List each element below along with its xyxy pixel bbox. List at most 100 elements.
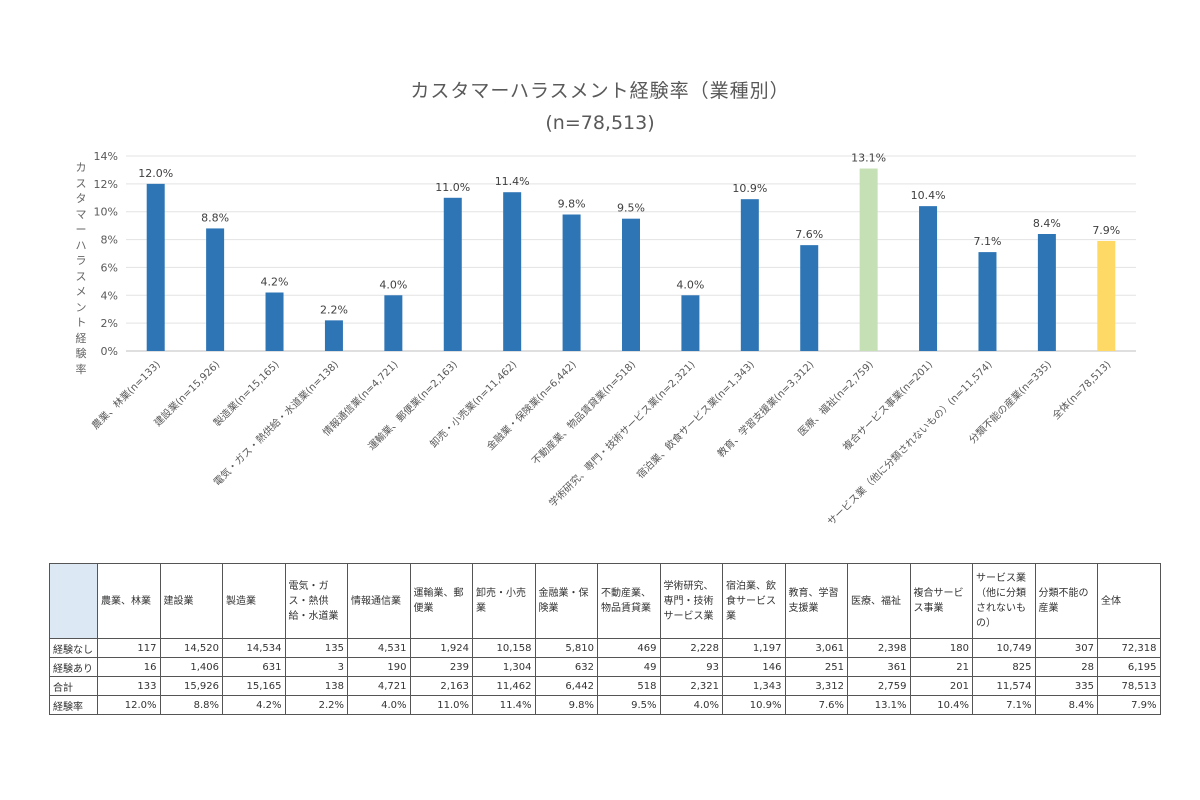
table-cell: 9.8% [534,695,598,715]
table-column-header: 宿泊業、飲食サービス業 [722,563,786,639]
table-cell: 201 [909,676,973,696]
table-cell: 335 [1034,676,1098,696]
table-cell: 469 [597,638,661,658]
table-cell: 4.0% [659,695,723,715]
table-column-header: 運輸業、郵便業 [409,563,473,639]
x-tick-label: 教育、学習支援業(n=3,312) [714,358,816,460]
data-label: 12.0% [138,167,173,180]
table-column-header: 不動産業、物品賃貸業 [597,563,661,639]
table-column-header: 電気・ガス・熱供給・水道業 [284,563,348,639]
bar-chart: 0%2%4%6%8%10%12%14%12.0%農業、林業(n=133)8.8%… [89,150,1136,528]
x-tick-label: 建設業(n=15,926) [151,358,222,429]
data-label: 11.4% [495,175,530,188]
data-label: 7.9% [1092,224,1120,237]
table-cell: 825 [972,657,1036,677]
y-axis-label: カスタマーハラスメント経験率 [75,161,87,376]
bar [324,320,343,351]
table-cell: 3,312 [784,676,848,696]
table-cell: 10,749 [972,638,1036,658]
table-cell: 2,398 [847,638,911,658]
y-tick-label: 10% [94,206,118,219]
table-cell: 3 [284,657,348,677]
table-cell: 7.6% [784,695,848,715]
table-cell: 239 [409,657,473,677]
bar [859,168,878,351]
data-label: 4.0% [676,278,704,291]
bar [206,228,225,351]
data-label: 10.4% [911,189,946,202]
table-cell: 11,574 [972,676,1036,696]
table-cell: 146 [722,657,786,677]
table-row-label: 経験あり [49,657,98,677]
table-cell: 361 [847,657,911,677]
table-column-header: 複合サービス事業 [909,563,973,639]
table-cell: 72,318 [1097,638,1161,658]
x-tick-label: 全体(n=78,513) [1049,358,1113,422]
table-cell: 10.9% [722,695,786,715]
table-cell: 12.0% [97,695,161,715]
table-header-row: 農業、林業 建設業 製造業 電気・ガス・熱供給・水道業 情報通信業 運輸業、郵便業 卸売・小… [49,563,1161,639]
table-cell: 307 [1034,638,1098,658]
table-row: 経験なし 117 14,520 14,534 135 4,531 1,924 10,158 5,… [49,638,1161,658]
table-cell: 8.8% [159,695,223,715]
table-column-header: 医療、福祉 [847,563,911,639]
bar [146,183,165,351]
table-row-label: 合計 [49,676,98,696]
table-cell: 21 [909,657,973,677]
x-tick-label: 製造業(n=15,165) [211,358,282,429]
x-tick-label: 宿泊業、飲食サービス業(n=1,343) [634,358,757,481]
table-cell: 2,163 [409,676,473,696]
table-column-header: 卸売・小売業 [472,563,536,639]
table-column-header: サービス業（他に分類されないもの） [972,563,1036,639]
y-tick-label: 2% [101,317,118,330]
table-cell: 11.0% [409,695,473,715]
bar [919,206,938,351]
table-column-header: 建設業 [159,563,223,639]
y-tick-label: 8% [101,234,118,247]
table-cell: 133 [97,676,161,696]
y-tick-label: 14% [94,150,118,163]
table-cell: 1,304 [472,657,536,677]
bar [503,192,522,351]
data-table: 農業、林業 建設業 製造業 電気・ガス・熱供給・水道業 情報通信業 運輸業、郵便業 卸売・小… [49,563,1161,715]
data-label: 4.0% [379,278,407,291]
table-cell: 9.5% [597,695,661,715]
x-tick-label: 電気・ガス・熱供給・水道業(n=138) [211,358,342,489]
table-cell: 78,513 [1097,676,1161,696]
table-cell: 518 [597,676,661,696]
table-cell: 5,810 [534,638,598,658]
table-cell: 2,759 [847,676,911,696]
table-cell: 16 [97,657,161,677]
table-column-header: 製造業 [222,563,286,639]
table-cell: 13.1% [847,695,911,715]
data-label: 10.9% [732,182,767,195]
bar [1097,240,1116,351]
bar [265,292,284,351]
bar [681,295,700,351]
y-tick-label: 6% [101,261,118,274]
table-cell: 10.4% [909,695,973,715]
table-cell: 1,406 [159,657,223,677]
bar [562,214,581,351]
data-label: 11.0% [435,181,470,194]
table-cell: 631 [222,657,286,677]
bar [978,252,997,351]
table-cell: 190 [347,657,411,677]
table-column-header: 分類不能の産業 [1034,563,1098,639]
data-label: 7.6% [795,228,823,241]
table-cell: 7.1% [972,695,1036,715]
table-cell: 1,197 [722,638,786,658]
table-cell: 49 [597,657,661,677]
bar [800,245,819,351]
data-label: 13.1% [851,152,886,165]
table-cell: 117 [97,638,161,658]
bar [740,199,759,351]
table-cell: 4.2% [222,695,286,715]
bar [443,197,462,351]
table-cell: 4,721 [347,676,411,696]
table-cell: 1,343 [722,676,786,696]
table-cell: 632 [534,657,598,677]
table-cell: 251 [784,657,848,677]
chart-title: カスタマーハラスメント経験率（業種別） [410,80,790,102]
data-label: 8.8% [201,211,229,224]
